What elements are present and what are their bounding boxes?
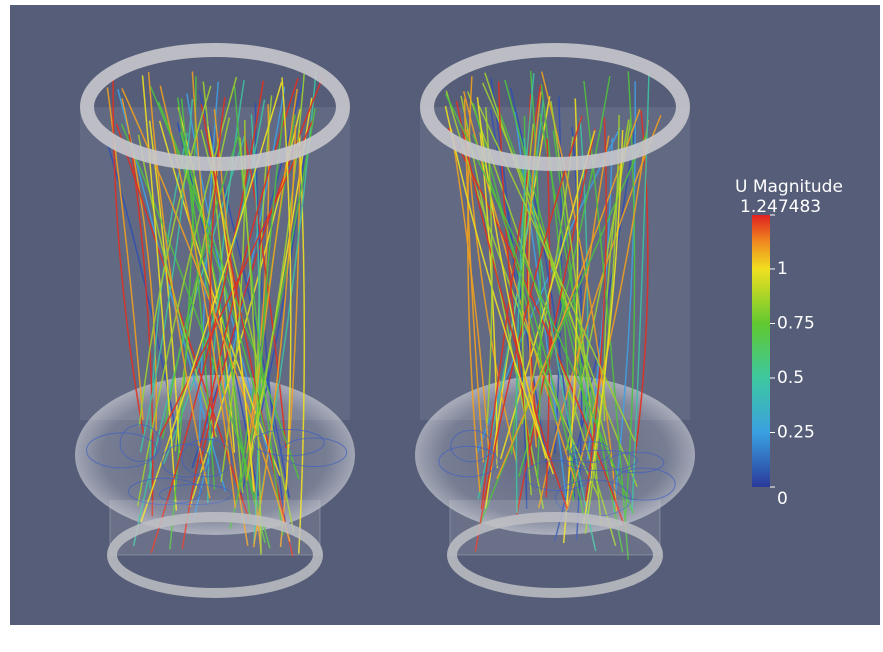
render-view: U Magnitude 0 0.25 0.5 0.75 1 1.247483	[0, 0, 883, 652]
colorbar-tick-label: 0	[777, 489, 788, 509]
colorbar-title: U Magnitude	[735, 177, 843, 197]
colorbar-tick-label: 1	[777, 259, 788, 279]
colorbar-tick-label: 1.247483	[740, 197, 821, 217]
colorbar-tick-label: 0.5	[777, 368, 804, 388]
colorbar-tick-label: 0.75	[777, 313, 815, 333]
colorbar-tick-label: 0.25	[777, 422, 815, 442]
colorbar	[752, 215, 770, 487]
